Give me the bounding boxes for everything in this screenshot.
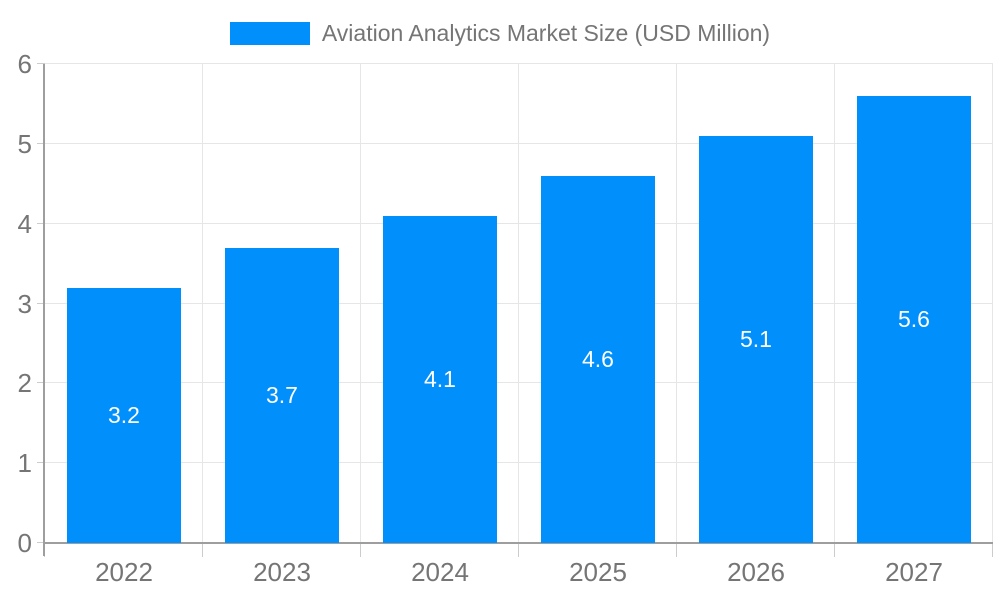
x-axis-label: 2025: [569, 557, 627, 587]
x-axis-label: 2022: [95, 557, 153, 587]
gridline-horizontal: [45, 222, 993, 224]
bar-value-label: 3.2: [108, 402, 140, 429]
legend-item[interactable]: Aviation Analytics Market Size (USD Mill…: [0, 21, 1000, 45]
gridline-vertical: [676, 64, 677, 543]
x-axis-tick: [518, 543, 519, 557]
gridline-vertical: [834, 64, 835, 543]
gridline-horizontal: [45, 142, 993, 144]
bar-2023[interactable]: [225, 247, 339, 543]
y-axis-tick: [37, 63, 45, 64]
x-axis-label: 2026: [727, 557, 785, 587]
y-axis-label: 0: [17, 528, 32, 558]
bar-value-label: 4.6: [582, 346, 614, 373]
legend-swatch: [229, 21, 310, 45]
bar-2024[interactable]: [383, 215, 497, 543]
y-axis-tick: [37, 542, 45, 543]
y-axis-tick: [37, 142, 45, 144]
bar-value-label: 5.6: [898, 306, 930, 333]
y-axis-tick: [37, 222, 45, 224]
x-axis-tick: [676, 543, 677, 557]
gridline-horizontal: [45, 63, 993, 64]
bar-2026[interactable]: [699, 135, 813, 543]
y-axis-tick: [37, 382, 45, 384]
legend-label: Aviation Analytics Market Size (USD Mill…: [321, 20, 771, 46]
y-axis-label: 2: [17, 368, 32, 399]
x-axis-label: 2027: [885, 557, 943, 587]
bar-2022[interactable]: [67, 287, 181, 543]
y-axis-label: 6: [17, 49, 32, 79]
gridline-vertical: [360, 64, 361, 543]
x-axis-tick: [202, 543, 203, 557]
bar-value-label: 3.7: [266, 382, 298, 409]
x-axis-tick: [992, 543, 993, 557]
x-axis-line: [45, 542, 993, 544]
x-axis-tick: [360, 543, 361, 557]
y-axis-label: 5: [17, 128, 32, 159]
y-axis-line: [43, 64, 45, 556]
bar-2025[interactable]: [541, 175, 655, 543]
y-axis-label: 3: [17, 288, 32, 319]
x-axis-label: 2024: [411, 557, 469, 587]
gridline-vertical: [518, 64, 519, 543]
y-axis-tick: [37, 302, 45, 304]
gridline-horizontal: [45, 462, 993, 464]
gridline-horizontal: [45, 382, 993, 384]
bar-value-label: 4.1: [424, 366, 456, 393]
bar-value-label: 5.1: [740, 326, 772, 353]
x-axis-label: 2023: [253, 557, 311, 587]
y-axis-label: 4: [17, 208, 32, 239]
gridline-vertical: [992, 64, 993, 543]
x-axis-tick: [834, 543, 835, 557]
y-axis-tick: [37, 462, 45, 464]
bar-2027[interactable]: [857, 95, 971, 543]
gridline-vertical: [202, 64, 203, 543]
gridline-horizontal: [45, 302, 993, 304]
y-axis-label: 1: [17, 448, 32, 479]
